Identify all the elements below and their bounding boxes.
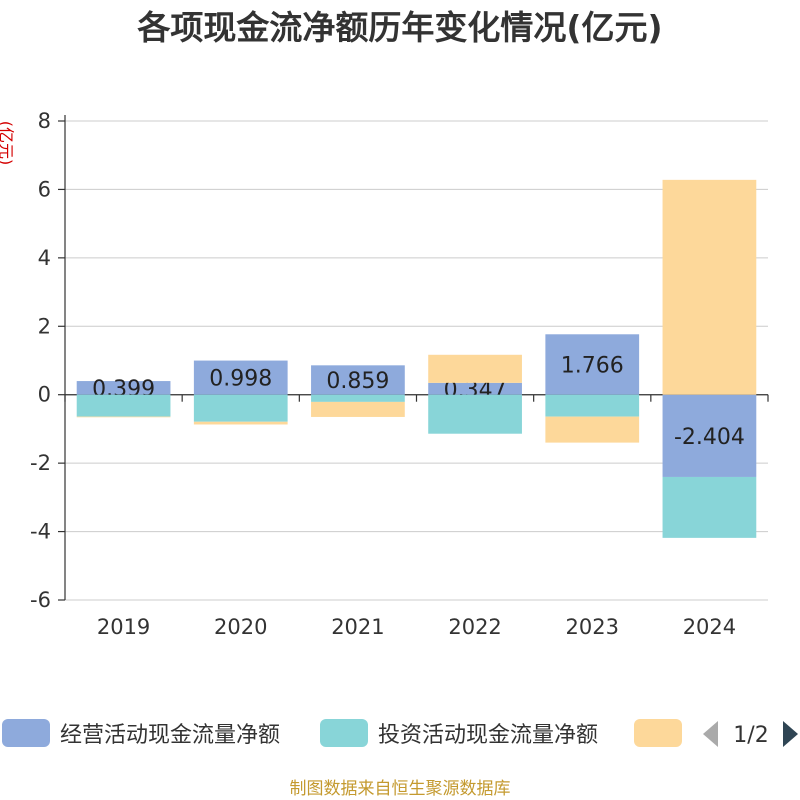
x-tick-label: 2023 xyxy=(566,615,619,639)
bar-series-1-2021 xyxy=(311,365,405,395)
bar-series-2-2019 xyxy=(76,394,171,417)
legend-swatch xyxy=(634,719,682,747)
bar-series-1-2022 xyxy=(428,382,522,395)
bar-series-2-2021 xyxy=(311,394,405,402)
data-label-2020: 0.998 xyxy=(209,367,272,392)
bar-series-2-2024 xyxy=(662,476,757,538)
bar-series-3-2022 xyxy=(428,354,522,383)
source-note: 制图数据来自恒生聚源数据库 xyxy=(290,779,511,799)
legend-item-operating-cash-flow[interactable]: 经营活动现金流量净额 xyxy=(2,719,280,748)
data-label-2021: 0.859 xyxy=(326,369,389,394)
legend-label: 经营活动现金流量净额 xyxy=(60,723,280,748)
axes: -6 -4 -2 0 2 4 6 8 2019 2020 2021 2022 2023 2024 xyxy=(30,109,769,639)
bar-series-1-2020 xyxy=(193,360,288,395)
x-tick-label: 2019 xyxy=(97,615,150,639)
bar-series-3-2020 xyxy=(193,421,288,425)
data-label-2023: 1.766 xyxy=(561,354,624,379)
x-tick-label: 2024 xyxy=(683,615,736,639)
y-tick-label: -4 xyxy=(30,520,51,544)
bar-series-3-2019 xyxy=(76,416,171,418)
y-axis-title: (亿元) xyxy=(0,121,16,166)
y-tick-label: 4 xyxy=(38,246,51,270)
y-tick-label: -2 xyxy=(30,451,51,475)
bar-series-3-2023 xyxy=(545,416,640,443)
data-label-2024: -2.404 xyxy=(674,425,745,450)
bar-series-2-2023 xyxy=(545,394,640,417)
legend-swatch xyxy=(2,719,50,747)
y-tick-label: 8 xyxy=(38,109,51,133)
bar-series-1-2019 xyxy=(76,381,171,395)
x-tick-label: 2021 xyxy=(331,615,384,639)
legend-prev-page-icon[interactable] xyxy=(703,721,718,747)
legend-swatch xyxy=(320,719,368,747)
y-tick-label: 6 xyxy=(38,177,51,201)
legend: 经营活动现金流量净额 投资活动现金流量净额 1/2 xyxy=(2,719,798,748)
legend-item-investing-cash-flow[interactable]: 投资活动现金流量净额 xyxy=(320,719,598,748)
y-tick-label: 0 xyxy=(38,383,51,407)
bar-series-3-2021 xyxy=(311,401,405,417)
bar-series-1-2023 xyxy=(545,334,640,395)
bar-series-2-2020 xyxy=(193,394,288,422)
legend-next-page-icon[interactable] xyxy=(783,721,798,747)
x-tick-label: 2020 xyxy=(214,615,267,639)
y-tick-label: -6 xyxy=(30,588,51,612)
legend-page-indicator: 1/2 xyxy=(733,723,768,748)
bar-series-3-2024 xyxy=(662,179,757,395)
legend-label: 投资活动现金流量净额 xyxy=(378,723,598,748)
bar-series-1-2024 xyxy=(662,394,757,477)
bar-series-2-2022 xyxy=(428,394,522,434)
y-tick-label: 2 xyxy=(38,314,51,338)
x-tick-label: 2022 xyxy=(448,615,501,639)
legend-item-third-series[interactable] xyxy=(634,719,682,747)
chart-title: 各项现金流净额历年变化情况(亿元) xyxy=(136,8,662,47)
